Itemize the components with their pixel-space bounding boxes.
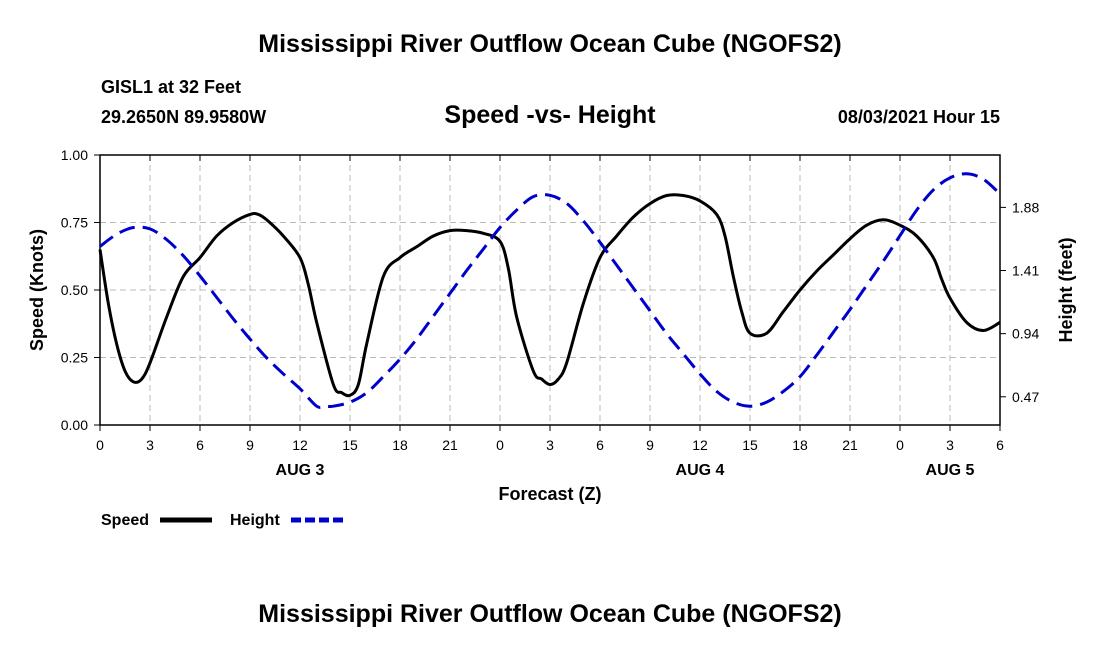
- legend-speed-label: Speed: [101, 512, 149, 529]
- y-tick-label: 0.00: [61, 417, 88, 433]
- x-tick-label: 9: [246, 437, 254, 453]
- x-tick-label: 0: [496, 437, 504, 453]
- chart-subtitle: Speed -vs- Height: [444, 101, 656, 129]
- y-tick-label: 1.00: [61, 147, 88, 163]
- x-tick-label: 0: [896, 437, 904, 453]
- day-label: AUG 3: [276, 462, 325, 479]
- x-tick-label: 9: [646, 437, 654, 453]
- day-label: AUG 5: [926, 462, 975, 479]
- x-tick-label: 0: [96, 437, 104, 453]
- speed-series-line: [98, 193, 1001, 398]
- x-tick-label: 15: [342, 437, 358, 453]
- y2-tick-label: 0.47: [1012, 389, 1039, 405]
- station-label: GISL1 at 32 Feet: [101, 77, 242, 97]
- x-tick-label: 21: [842, 437, 858, 453]
- legend-height-label: Height: [230, 512, 280, 529]
- x-tick-label: 18: [792, 437, 808, 453]
- station-coords: 29.2650N 89.9580W: [101, 107, 267, 127]
- x-tick-label: 15: [742, 437, 758, 453]
- y2-tick-label: 0.94: [1012, 326, 1039, 342]
- x-axis-label: Forecast (Z): [498, 484, 601, 504]
- x-tick-label: 3: [546, 437, 554, 453]
- tick-layer: 0 3 6 9 12 15 18 21 0 3 6 9 12 15 18 21 0 3 6 0.00 0.25 0.50 0…: [61, 147, 1040, 479]
- x-tick-label: 18: [392, 437, 408, 453]
- x-tick-label: 6: [196, 437, 204, 453]
- legend: Speed Height: [101, 512, 343, 529]
- x-tick-label: 6: [596, 437, 604, 453]
- series-layer: [98, 172, 1002, 409]
- y2-tick-label: 1.88: [1012, 199, 1039, 215]
- height-series-line: [99, 172, 1002, 409]
- y-tick-label: 0.25: [61, 350, 88, 366]
- x-tick-label: 6: [996, 437, 1004, 453]
- x-tick-label: 21: [442, 437, 458, 453]
- y-tick-label: 0.75: [61, 215, 88, 231]
- x-tick-label: 12: [692, 437, 708, 453]
- x-tick-label: 3: [146, 437, 154, 453]
- page-title-bottom: Mississippi River Outflow Ocean Cube (NG…: [258, 600, 842, 628]
- day-label: AUG 4: [676, 462, 725, 479]
- y2-tick-label: 1.41: [1012, 263, 1039, 279]
- y-axis-label: Speed (Knots): [27, 229, 47, 351]
- forecast-datetime: 08/03/2021 Hour 15: [837, 107, 1000, 127]
- y-tick-label: 0.50: [61, 282, 88, 298]
- y2-axis-label: Height (feet): [1056, 238, 1076, 343]
- x-tick-label: 12: [292, 437, 308, 453]
- x-tick-label: 3: [946, 437, 954, 453]
- page-title-top: Mississippi River Outflow Ocean Cube (NG…: [258, 30, 842, 58]
